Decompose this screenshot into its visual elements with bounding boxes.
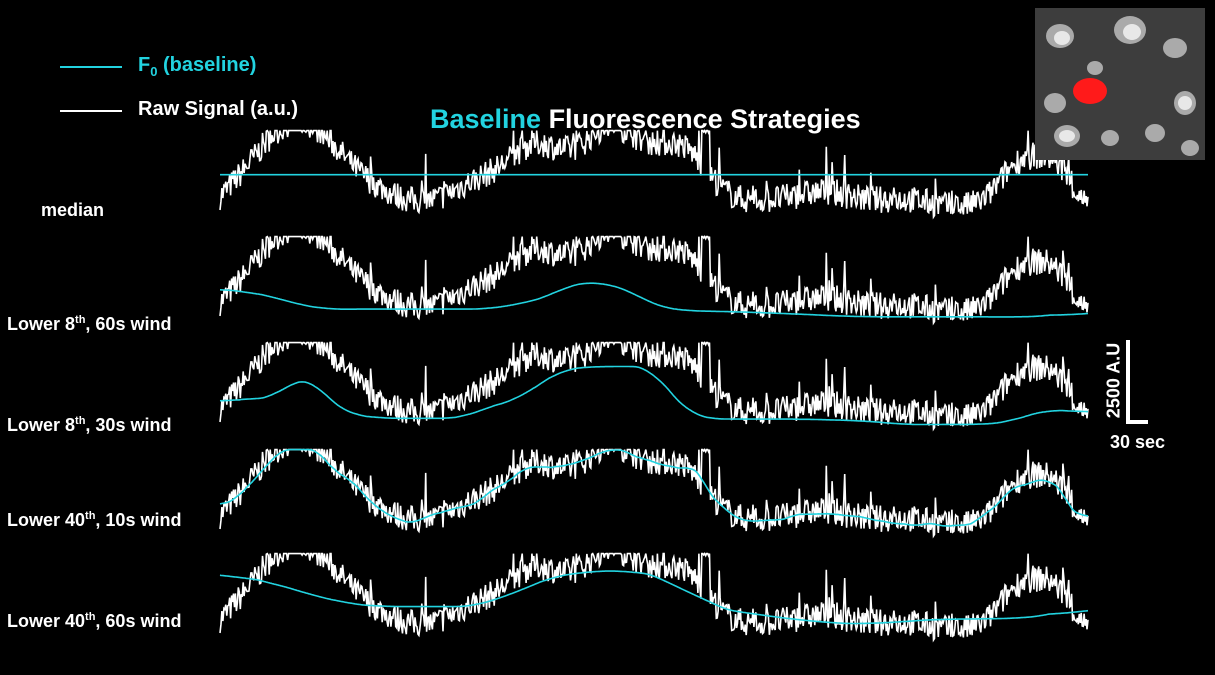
- trace-row-lower40-10s: [219, 448, 1089, 539]
- baseline-f0-line: [219, 365, 1089, 426]
- cell-image-thumbnail: [1035, 8, 1205, 160]
- trace-row-lower8-30s: [219, 341, 1089, 432]
- row-label-lower40-10s: Lower 40th, 10s wind: [7, 510, 182, 530]
- row-label-lower40-60s: Lower 40th, 60s wind: [7, 611, 182, 631]
- raw-signal-line: [219, 235, 1089, 326]
- legend-baseline-label: F0 (baseline): [138, 54, 257, 79]
- row-label-lower8-30s: Lower 8th, 30s wind: [7, 415, 172, 435]
- row-label-lower8-60s: Lower 8th, 60s wind: [7, 314, 172, 334]
- baseline-f0-line: [219, 570, 1089, 625]
- trace-row-lower40-60s: [219, 552, 1089, 643]
- scale-bar-time-label: 30 sec: [1110, 432, 1166, 452]
- legend-raw-swatch: [60, 110, 122, 112]
- baseline-f0-line: [219, 448, 1088, 527]
- scale-bar-horizontal: [1126, 420, 1148, 424]
- legend-baseline-swatch: [60, 66, 122, 68]
- roi-marker: [1073, 78, 1107, 104]
- raw-signal-line: [219, 341, 1089, 432]
- raw-signal-line: [219, 552, 1089, 643]
- title-highlight: Baseline: [430, 104, 542, 134]
- title-rest: Fluorescence Strategies: [541, 104, 861, 134]
- trace-row-lower8-60s: [219, 235, 1089, 326]
- trace-row-median: [219, 129, 1089, 220]
- baseline-f0-line: [220, 282, 1089, 318]
- scale-bar-amplitude-label: 2500 A.U: [1103, 342, 1124, 419]
- legend-raw-label: Raw Signal (a.u.): [138, 98, 299, 120]
- row-label-median: median: [41, 200, 105, 220]
- chart-title: Baseline Fluorescence Strategies: [430, 104, 861, 135]
- scale-bar-vertical: [1126, 340, 1130, 424]
- raw-signal-line: [219, 129, 1089, 220]
